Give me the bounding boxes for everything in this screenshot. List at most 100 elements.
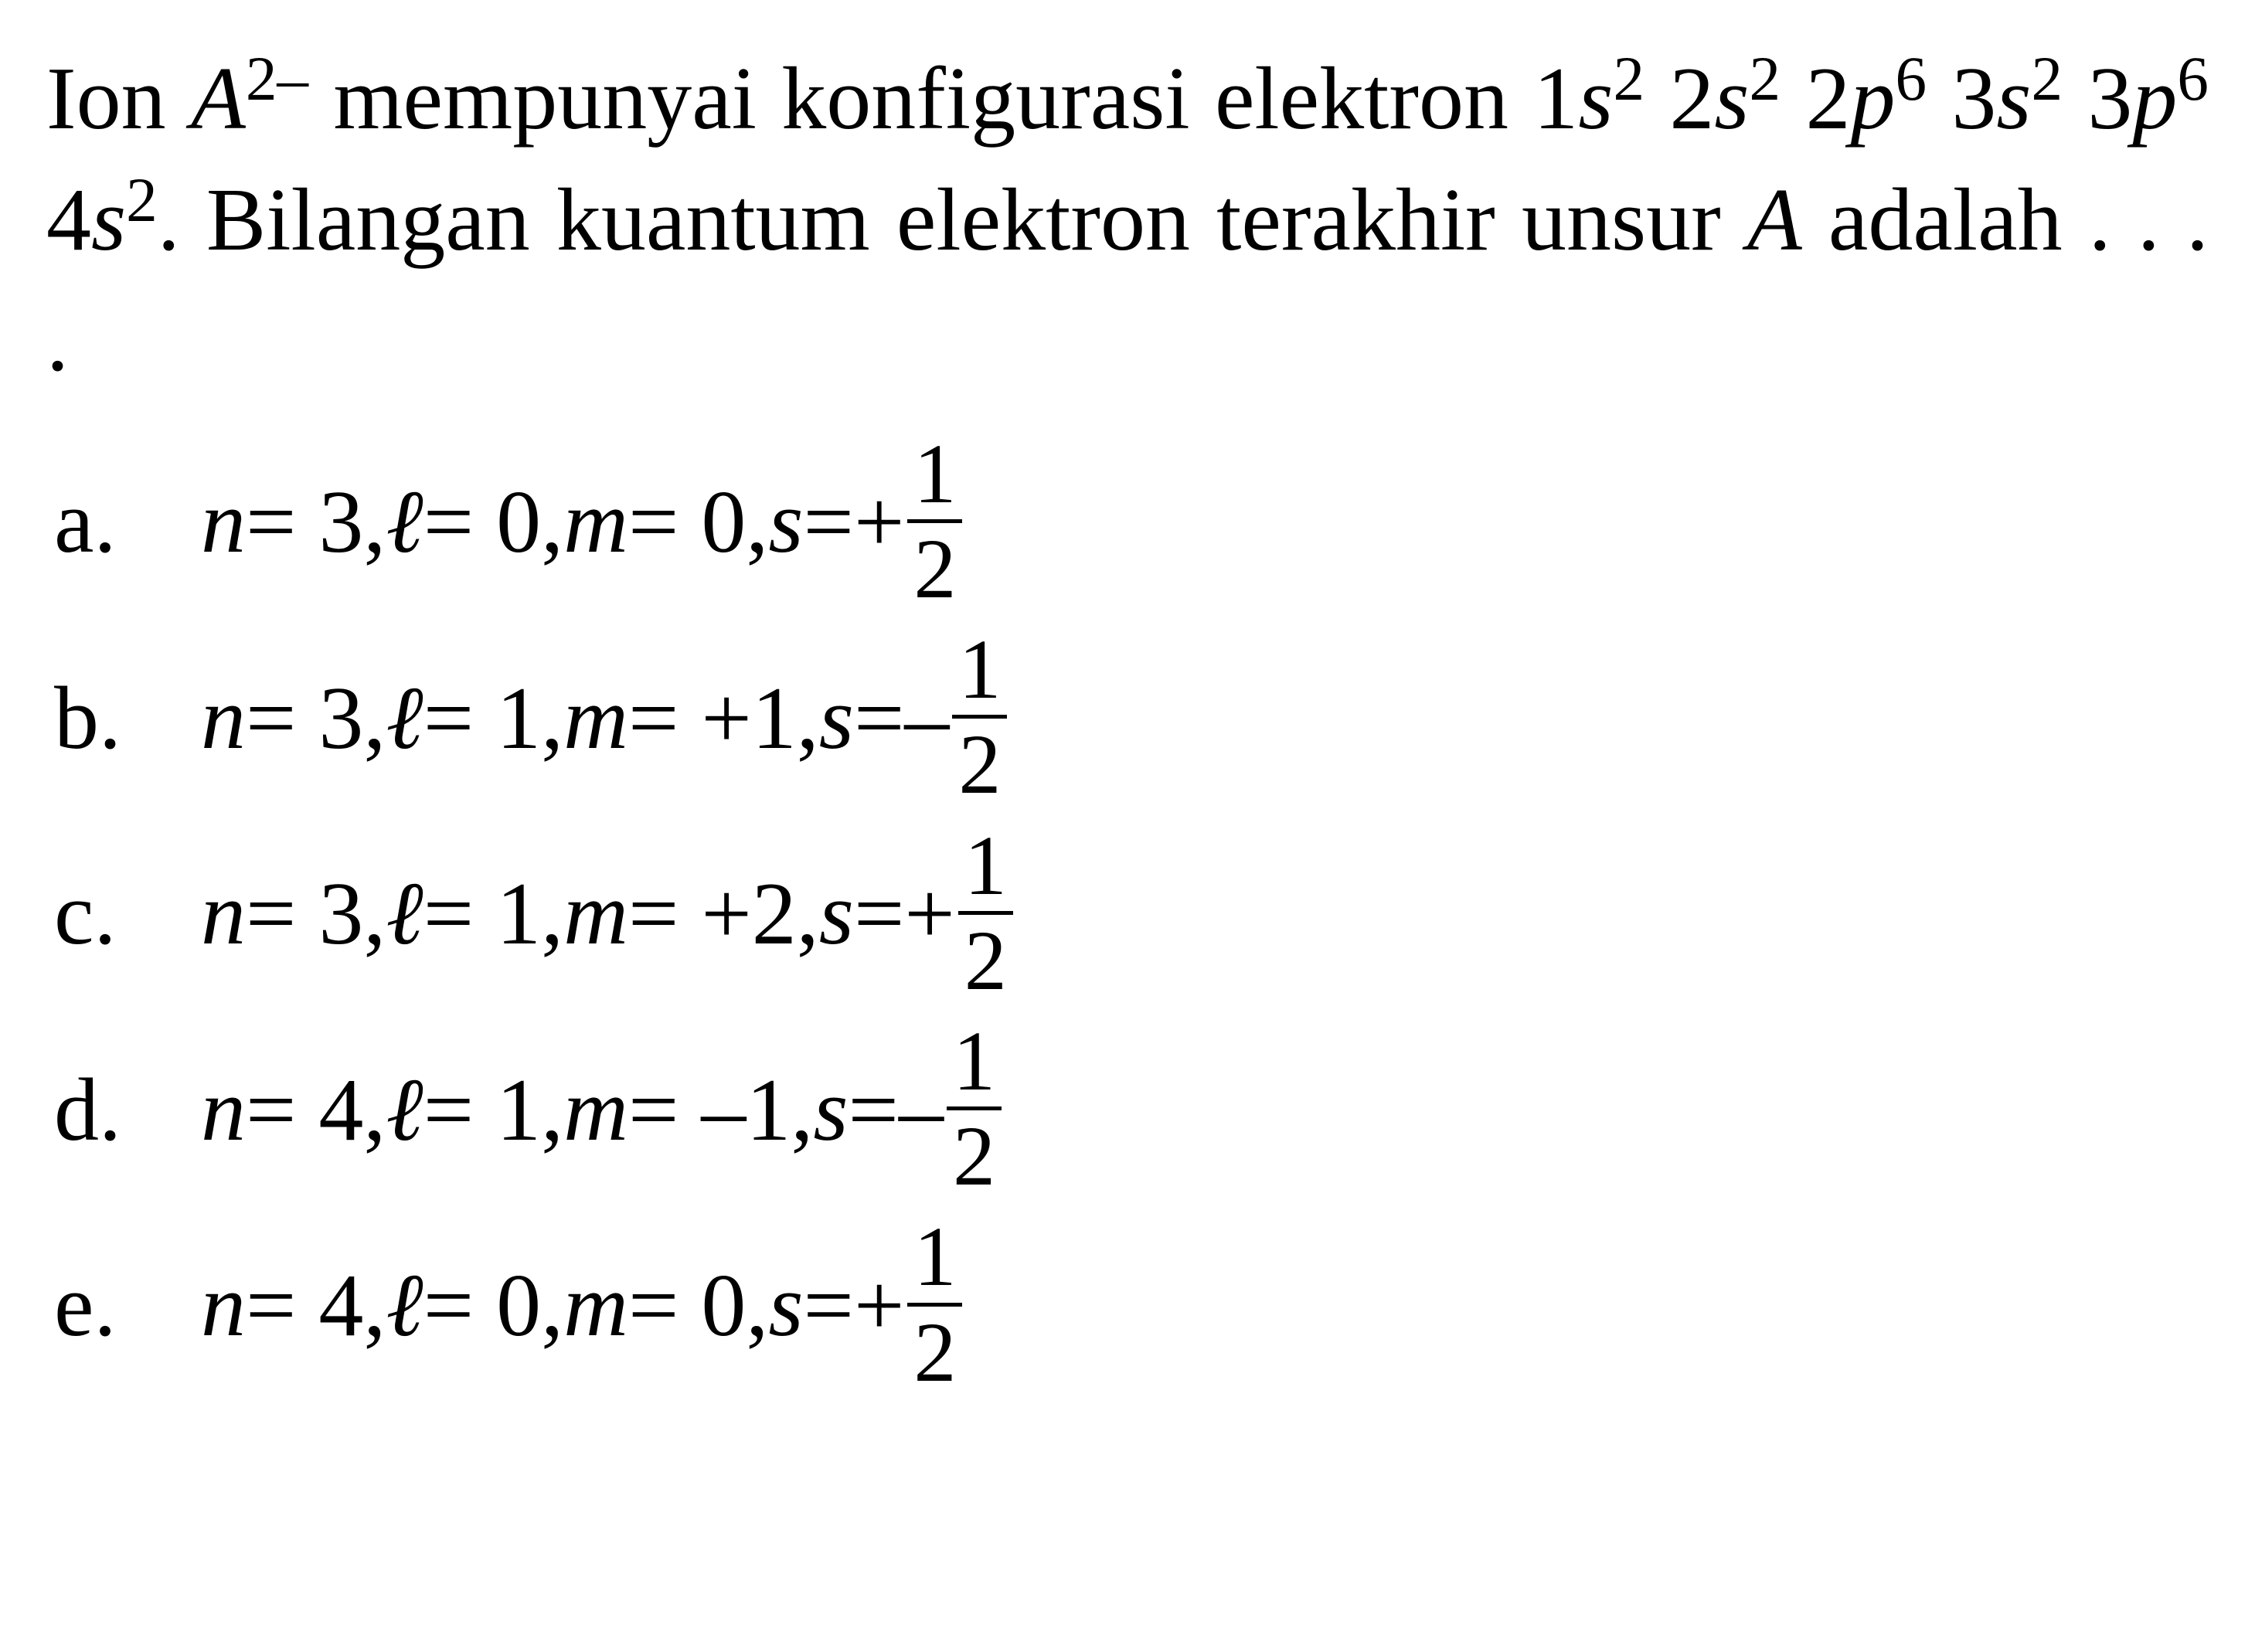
equals: = xyxy=(854,634,904,804)
fraction: 1 2 xyxy=(907,1214,962,1394)
quantum-s-label: s xyxy=(819,634,854,804)
fraction-numerator: 1 xyxy=(947,1018,1002,1106)
option-letter: e. xyxy=(54,1221,201,1391)
text-part: . Bilangan kuantum elektron terakhir uns… xyxy=(158,171,1747,270)
quantum-m-value: = 0, xyxy=(628,1221,768,1391)
fraction-denominator: 2 xyxy=(907,1303,962,1395)
quantum-s-label: s xyxy=(768,437,803,607)
options-list: a. n = 3, ℓ = 0, m = 0, s = + 1 2 b. n =… xyxy=(46,433,2209,1396)
option-content: n = 4, ℓ = 0, m = 0, s = + 1 2 xyxy=(201,1215,965,1395)
quantum-l-label: ℓ xyxy=(386,1025,423,1195)
fraction-denominator: 2 xyxy=(958,911,1013,1003)
quantum-l-label: ℓ xyxy=(386,829,423,999)
quantum-l-value: = 0, xyxy=(423,437,563,607)
quantum-m-value: = –1, xyxy=(628,1025,813,1195)
text-part: 2 xyxy=(1805,49,1850,148)
quantum-n-value: = 4, xyxy=(246,1221,386,1391)
fraction-denominator: 2 xyxy=(907,519,962,611)
text-part: 4 xyxy=(46,171,91,270)
quantum-s-label: s xyxy=(813,1025,848,1195)
quantum-m-label: m xyxy=(563,1221,628,1391)
sign: + xyxy=(854,1221,904,1391)
option-content: n = 3, ℓ = 1, m = +2, s = + 1 2 xyxy=(201,824,1016,1004)
option-letter: b. xyxy=(54,634,201,804)
orbital: s xyxy=(1714,49,1749,148)
quantum-l-label: ℓ xyxy=(386,437,423,607)
orbital-sup: 2 xyxy=(1613,44,1644,114)
fraction: 1 2 xyxy=(958,823,1013,1003)
option-c: c. n = 3, ℓ = 1, m = +2, s = + 1 2 xyxy=(54,824,2209,1004)
equals: = xyxy=(804,1221,854,1391)
quantum-s-label: s xyxy=(768,1221,803,1391)
orbital-sup: 2 xyxy=(1750,44,1781,114)
quantum-m-value: = 0, xyxy=(628,437,768,607)
ion-symbol: A xyxy=(191,49,246,148)
quantum-m-value: = +2, xyxy=(628,829,819,999)
text-part: mempunyai konfigurasi elektron 1 xyxy=(308,49,1578,148)
option-letter: c. xyxy=(54,829,201,999)
option-a: a. n = 3, ℓ = 0, m = 0, s = + 1 2 xyxy=(54,433,2209,613)
fraction-numerator: 1 xyxy=(907,431,962,519)
sign: + xyxy=(854,437,904,607)
quantum-l-value: = 1, xyxy=(423,1025,563,1195)
element-symbol: A xyxy=(1747,171,1802,270)
sign: – xyxy=(904,634,949,804)
orbital: s xyxy=(1996,49,2031,148)
option-content: n = 3, ℓ = 1, m = +1, s = – 1 2 xyxy=(201,628,1010,808)
question-stem: Ion A2– mempunyai konfigurasi elektron 1… xyxy=(46,39,2209,402)
orbital-sup: 6 xyxy=(2177,44,2209,114)
quantum-n-label: n xyxy=(201,1221,246,1391)
option-d: d. n = 4, ℓ = 1, m = –1, s = – 1 2 xyxy=(54,1020,2209,1200)
fraction-numerator: 1 xyxy=(952,627,1007,715)
text-part: 3 xyxy=(2063,49,2132,148)
orbital: p xyxy=(1850,49,1895,148)
option-b: b. n = 3, ℓ = 1, m = +1, s = – 1 2 xyxy=(54,628,2209,808)
fraction-numerator: 1 xyxy=(907,1214,962,1302)
quantum-n-label: n xyxy=(201,437,246,607)
quantum-m-label: m xyxy=(563,1025,628,1195)
fraction: 1 2 xyxy=(907,431,962,611)
sign: + xyxy=(904,829,954,999)
quantum-n-label: n xyxy=(201,829,246,999)
quantum-l-value: = 1, xyxy=(423,634,563,804)
fraction: 1 2 xyxy=(952,627,1007,807)
equals: = xyxy=(849,1025,899,1195)
quantum-m-label: m xyxy=(563,634,628,804)
option-content: n = 4, ℓ = 1, m = –1, s = – 1 2 xyxy=(201,1020,1005,1200)
orbital-sup: 2 xyxy=(126,165,158,235)
quantum-m-label: m xyxy=(563,437,628,607)
ion-charge: 2– xyxy=(246,44,308,114)
orbital: s xyxy=(91,171,126,270)
quantum-l-label: ℓ xyxy=(386,634,423,804)
equals: = xyxy=(804,437,854,607)
orbital: p xyxy=(2132,49,2177,148)
fraction-denominator: 2 xyxy=(947,1106,1002,1198)
orbital-sup: 6 xyxy=(1895,44,1927,114)
quantum-m-label: m xyxy=(563,829,628,999)
quantum-n-value: = 3, xyxy=(246,437,386,607)
quantum-s-label: s xyxy=(819,829,854,999)
fraction: 1 2 xyxy=(947,1018,1002,1198)
quantum-n-value: = 3, xyxy=(246,634,386,804)
text-part: Ion xyxy=(46,49,191,148)
quantum-l-label: ℓ xyxy=(386,1221,423,1391)
text-part: 2 xyxy=(1644,49,1714,148)
equals: = xyxy=(854,829,904,999)
quantum-l-value: = 1, xyxy=(423,829,563,999)
quantum-n-value: = 3, xyxy=(246,829,386,999)
option-e: e. n = 4, ℓ = 0, m = 0, s = + 1 2 xyxy=(54,1215,2209,1395)
quantum-m-value: = +1, xyxy=(628,634,819,804)
option-letter: a. xyxy=(54,437,201,607)
fraction-denominator: 2 xyxy=(952,715,1007,807)
option-content: n = 3, ℓ = 0, m = 0, s = + 1 2 xyxy=(201,433,965,613)
orbital: s xyxy=(1578,49,1613,148)
sign: – xyxy=(899,1025,944,1195)
quantum-l-value: = 0, xyxy=(423,1221,563,1391)
quantum-n-label: n xyxy=(201,634,246,804)
quantum-n-value: = 4, xyxy=(246,1025,386,1195)
orbital-sup: 2 xyxy=(2032,44,2063,114)
quantum-n-label: n xyxy=(201,1025,246,1195)
fraction-numerator: 1 xyxy=(958,823,1013,911)
text-part: 3 xyxy=(1927,49,1996,148)
option-letter: d. xyxy=(54,1025,201,1195)
